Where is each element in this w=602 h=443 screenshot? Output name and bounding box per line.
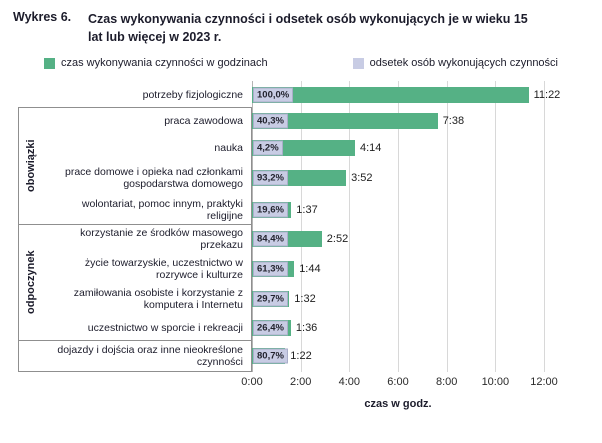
x-tick: 0:00 [241, 376, 263, 389]
group-label: odpoczynek [25, 250, 37, 315]
time-bar [252, 112, 438, 129]
percent-swatch-icon [352, 57, 364, 69]
bar-cell: 26,4% 1:36 [252, 314, 602, 341]
time-label: 1:32 [294, 293, 316, 306]
chart-row: zamiłowania osobiste i korzystanie z kom… [0, 284, 602, 314]
bar-cell: 93,2% 3:52 [252, 161, 602, 195]
bar-cell: 4,2% 4:14 [252, 134, 602, 161]
legend-percent-label: odsetek osób wykonujących czynności [369, 57, 558, 70]
row-group: odpoczynek korzystanie ze środków masoweg… [0, 224, 602, 342]
percent-badge: 61,3% [253, 261, 288, 277]
percent-badge: 100,0% [253, 87, 294, 103]
category-label: dojazdy i dojścia oraz inne nieokreślone… [57, 343, 243, 369]
chart-title-text: Czas wykonywania czynności i odsetek osó… [88, 12, 528, 45]
category-label: zamiłowania osobiste i korzystanie z kom… [73, 286, 243, 312]
percent-badge: 80,7% [253, 348, 288, 364]
category-label: prace domowe i opieka nad członkami gosp… [64, 165, 243, 191]
category-label: korzystanie ze środków masowego przekazu [80, 226, 243, 252]
gridlines [252, 81, 545, 373]
bar-cell: 100,0% 11:22 [252, 81, 602, 108]
time-swatch-icon [44, 57, 55, 69]
chart-row: praca zawodowa 40,3% 7:38 [0, 107, 602, 134]
bar-cell: 29,7% 1:32 [252, 284, 602, 314]
chart-row: korzystanie ze środków masowego przekazu… [0, 224, 602, 254]
bar-cell: 61,3% 1:44 [252, 254, 602, 284]
chart-title: Wykres 6. Czas wykonywania czynności i o… [0, 0, 602, 46]
row-group: obowiązki praca zawodowa 40,3% 7:38 nauka 4,2… [0, 107, 602, 226]
x-axis-title: czas w godz. [364, 398, 432, 411]
percent-badge: 40,3% [253, 113, 288, 129]
x-tick: 2:00 [289, 376, 312, 389]
gridline [495, 81, 497, 373]
legend: czas wykonywania czynności w godzinach o… [0, 57, 602, 69]
gridline [349, 81, 351, 373]
chart-body: potrzeby fizjologiczne 100,0% 11:22 obowiąz… [0, 81, 602, 373]
time-label: 1:44 [299, 263, 321, 276]
time-label: 1:37 [296, 204, 318, 217]
x-tick: 4:00 [338, 376, 361, 389]
x-axis: 0:00 2:00 4:00 6:00 8:00 10:00 12:00 [241, 376, 557, 391]
percent-badge: 93,2% [253, 170, 288, 186]
group-label: obowiązki [25, 139, 37, 193]
x-tick: 12:00 [530, 376, 558, 389]
percent-badge: 19,6% [253, 202, 288, 218]
legend-item-percent: odsetek osób wykonujących czynności [352, 57, 558, 70]
row-group: potrzeby fizjologiczne 100,0% 11:22 [0, 81, 602, 108]
gridline [544, 81, 545, 373]
gridline [398, 81, 399, 373]
chart-row: życie towarzyskie, uczestnictwo w rozryw… [0, 254, 602, 284]
x-tick: 8:00 [435, 376, 458, 389]
chart-row: uczestnictwo w sporcie i rekreacji 26,4% 1… [0, 314, 602, 341]
category-label: nauka [214, 141, 243, 154]
percent-badge: 26,4% [253, 320, 288, 336]
category-label: potrzeby fizjologiczne [142, 88, 243, 101]
time-label: 11:22 [533, 88, 561, 101]
chart-row: potrzeby fizjologiczne 100,0% 11:22 [0, 81, 602, 108]
percent-badge: 29,7% [253, 291, 288, 307]
legend-time-label: czas wykonywania czynności w godzinach [61, 57, 268, 70]
gridline [446, 81, 448, 373]
legend-item-time: czas wykonywania czynności w godzinach [44, 57, 268, 69]
time-label: 7:38 [442, 114, 465, 127]
chart-rows: potrzeby fizjologiczne 100,0% 11:22 obowiąz… [0, 81, 602, 373]
time-label: 2:52 [326, 233, 349, 246]
chart-row: wolontariat, pomoc innym, praktyki relig… [0, 195, 602, 225]
bar-cell: 84,4% 2:52 [252, 224, 602, 254]
x-tick: 6:00 [387, 376, 409, 389]
time-label: 1:36 [295, 321, 318, 334]
chart-row: prace domowe i opieka nad członkami gosp… [0, 161, 602, 195]
chart-number: Wykres 6. [13, 10, 72, 24]
row-group: dojazdy i dojścia oraz inne nieokreślone… [0, 340, 602, 373]
bar-cell: 80,7% 1:22 [252, 340, 602, 372]
time-label: 3:52 [351, 172, 373, 185]
time-bar [252, 86, 529, 103]
category-label: wolontariat, pomoc innym, praktyki relig… [81, 197, 243, 223]
x-tick: 10:00 [481, 376, 510, 389]
time-label: 4:14 [360, 141, 382, 154]
chart-row: nauka 4,2% 4:14 [0, 134, 602, 161]
gridline [300, 81, 302, 373]
time-label: 1:22 [290, 350, 312, 363]
axis-line [252, 81, 253, 373]
bar-cell: 40,3% 7:38 [252, 107, 602, 134]
percent-badge: 4,2% [253, 140, 283, 156]
category-label: praca zawodowa [164, 114, 243, 127]
chart-row: dojazdy i dojścia oraz inne nieokreślone… [0, 340, 602, 372]
bar-cell: 19,6% 1:37 [252, 195, 602, 225]
category-label: życie towarzyskie, uczestnictwo w rozryw… [84, 256, 243, 282]
percent-badge: 84,4% [253, 231, 288, 247]
category-label: uczestnictwo w sporcie i rekreacji [87, 321, 243, 334]
